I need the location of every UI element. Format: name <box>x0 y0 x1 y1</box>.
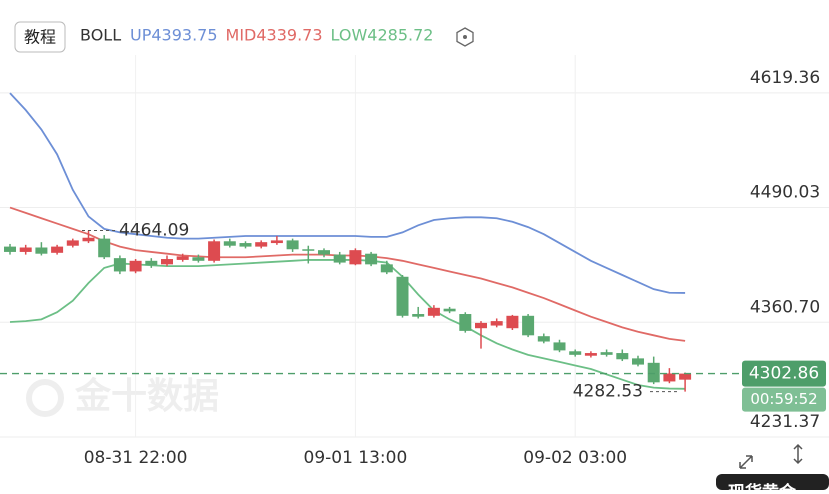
high-marker-label: 4464.09 <box>119 221 189 241</box>
candle-body <box>365 253 378 265</box>
candle-body <box>270 240 283 244</box>
candle-body <box>255 242 268 247</box>
candle-body <box>176 256 189 260</box>
candle-body <box>663 373 676 382</box>
candle-body <box>286 240 299 250</box>
low-marker-label: 4282.53 <box>573 382 643 402</box>
candle-body <box>82 237 95 242</box>
candle-body <box>145 260 158 266</box>
candle-body <box>302 249 315 251</box>
candle-body <box>19 247 32 252</box>
candle-body <box>459 314 472 331</box>
candle-body <box>679 373 692 380</box>
candle-body <box>223 241 236 246</box>
candle-body <box>632 358 644 365</box>
candle-body <box>506 315 519 329</box>
y-tick-label: 4360.70 <box>750 297 820 317</box>
watermark-logo <box>26 379 64 417</box>
candle-body <box>427 307 440 316</box>
candle-body <box>318 250 330 255</box>
candle-body <box>443 308 456 312</box>
last-price-box <box>742 360 826 387</box>
candle-body <box>537 336 550 342</box>
candle-body <box>51 246 64 253</box>
candle-body <box>333 254 346 263</box>
indicator-value: UP4393.75 <box>130 26 218 45</box>
countdown-box <box>742 387 826 412</box>
x-tick-label: 09-01 13:00 <box>304 448 408 468</box>
tutorial-label[interactable]: 教程 <box>24 28 56 47</box>
candle-body <box>522 315 535 336</box>
candle-body <box>98 238 111 258</box>
candle-body <box>647 362 660 383</box>
instrument-name: 现货黄金 <box>728 482 797 490</box>
candle-body <box>584 353 597 356</box>
y-tick-label: 4619.36 <box>750 68 820 88</box>
candle-body <box>66 240 79 246</box>
candle-body <box>161 259 173 265</box>
indicator-value: LOW4285.72 <box>331 26 434 45</box>
candle-body <box>569 351 582 355</box>
candle-body <box>412 314 425 317</box>
settings-icon[interactable] <box>456 27 474 47</box>
candle-body <box>35 247 48 254</box>
y-tick-label: 4490.03 <box>750 183 820 203</box>
candle-body <box>600 352 613 355</box>
candle-body <box>553 342 566 351</box>
indicator-value: MID4339.73 <box>226 26 323 45</box>
candle-body <box>475 322 487 329</box>
x-tick-label: 08-31 22:00 <box>84 448 188 468</box>
x-tick-label: 09-02 03:00 <box>523 448 627 468</box>
tutorial-button[interactable] <box>14 21 66 53</box>
candle-body <box>129 260 142 272</box>
candle-body <box>616 353 629 360</box>
boll-line <box>9 206 686 342</box>
y-tick-label: 4231.37 <box>750 412 820 432</box>
candle-body <box>208 241 221 261</box>
candle-body <box>380 264 393 273</box>
boll-line <box>9 92 686 294</box>
candle-body <box>113 258 126 272</box>
candle-body <box>192 257 205 261</box>
boll-line <box>9 259 686 390</box>
expand-icon[interactable] <box>739 443 803 469</box>
candle-body <box>396 276 409 316</box>
candle-body <box>239 243 252 247</box>
candle-body <box>490 321 503 326</box>
instrument-tab[interactable] <box>716 474 829 490</box>
last-price-label: 4302.86 <box>749 364 819 384</box>
watermark: 金十数据 <box>74 375 219 417</box>
candle-body <box>4 246 16 252</box>
candle-body <box>349 250 362 265</box>
countdown-label: 00:59:52 <box>750 390 817 408</box>
indicator-name: BOLL <box>80 26 121 45</box>
